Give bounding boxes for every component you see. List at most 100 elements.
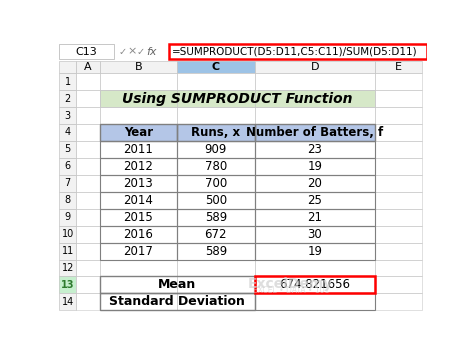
- Bar: [255, 226, 375, 243]
- Bar: [255, 124, 375, 141]
- Bar: [255, 175, 375, 192]
- Bar: [59, 61, 76, 73]
- Text: 13: 13: [61, 280, 74, 290]
- Bar: [100, 175, 177, 192]
- Bar: [375, 276, 422, 293]
- Bar: [255, 209, 375, 226]
- Bar: [375, 175, 422, 192]
- Bar: [255, 192, 375, 209]
- Bar: [255, 124, 375, 141]
- Bar: [177, 226, 255, 243]
- Bar: [255, 73, 375, 90]
- Bar: [59, 158, 76, 175]
- Bar: [100, 192, 177, 209]
- Bar: [375, 107, 422, 124]
- Bar: [375, 61, 422, 73]
- Bar: [375, 276, 422, 293]
- Bar: [100, 293, 255, 310]
- Bar: [375, 259, 422, 276]
- Text: B: B: [135, 62, 142, 72]
- Text: 14: 14: [62, 297, 74, 307]
- Bar: [100, 73, 177, 90]
- Bar: [100, 243, 177, 259]
- Bar: [100, 209, 177, 226]
- Bar: [76, 276, 100, 293]
- Bar: [59, 61, 76, 73]
- Bar: [177, 243, 255, 259]
- Bar: [100, 90, 375, 107]
- Text: C: C: [212, 62, 220, 72]
- Bar: [177, 175, 255, 192]
- Bar: [177, 192, 255, 209]
- Bar: [375, 209, 422, 226]
- Bar: [59, 259, 76, 276]
- Bar: [100, 209, 177, 226]
- Bar: [59, 107, 76, 124]
- Text: 2016: 2016: [123, 228, 153, 241]
- Bar: [177, 226, 255, 243]
- Bar: [375, 209, 422, 226]
- Bar: [255, 175, 375, 192]
- Text: 12: 12: [62, 263, 74, 273]
- Bar: [59, 293, 76, 310]
- Bar: [255, 73, 375, 90]
- Bar: [177, 73, 255, 90]
- Bar: [76, 90, 100, 107]
- Bar: [100, 192, 177, 209]
- Text: 2013: 2013: [123, 177, 153, 190]
- Bar: [177, 226, 255, 243]
- Bar: [100, 73, 177, 90]
- Text: 672: 672: [205, 228, 227, 241]
- Bar: [255, 293, 375, 310]
- Bar: [255, 293, 375, 310]
- Bar: [177, 141, 255, 158]
- Bar: [177, 243, 255, 259]
- Bar: [177, 61, 255, 73]
- Text: 3: 3: [65, 110, 71, 120]
- Bar: [100, 226, 177, 243]
- Text: Mean: Mean: [158, 279, 196, 292]
- Bar: [100, 141, 177, 158]
- Bar: [76, 73, 100, 90]
- Bar: [375, 73, 422, 90]
- Bar: [177, 259, 255, 276]
- Text: 2011: 2011: [123, 143, 153, 156]
- Bar: [177, 73, 255, 90]
- Bar: [59, 226, 76, 243]
- Bar: [177, 209, 255, 226]
- Bar: [255, 243, 375, 259]
- Bar: [100, 293, 255, 310]
- Bar: [255, 141, 375, 158]
- Bar: [76, 158, 100, 175]
- Bar: [177, 124, 255, 141]
- Bar: [100, 124, 177, 141]
- Text: 780: 780: [205, 160, 227, 173]
- Bar: [100, 276, 177, 293]
- Bar: [59, 124, 76, 141]
- Bar: [255, 192, 375, 209]
- Bar: [59, 44, 113, 59]
- Bar: [177, 276, 255, 293]
- Bar: [375, 243, 422, 259]
- Bar: [255, 141, 375, 158]
- Bar: [100, 209, 177, 226]
- Bar: [255, 293, 375, 310]
- Bar: [100, 61, 177, 73]
- Bar: [255, 158, 375, 175]
- Bar: [255, 61, 375, 73]
- Bar: [177, 192, 255, 209]
- Bar: [375, 90, 422, 107]
- Text: 30: 30: [308, 228, 322, 241]
- Bar: [100, 243, 177, 259]
- Bar: [375, 243, 422, 259]
- Text: 2014: 2014: [123, 194, 153, 207]
- Bar: [177, 158, 255, 175]
- Bar: [255, 276, 375, 293]
- Bar: [177, 175, 255, 192]
- Bar: [59, 209, 76, 226]
- Bar: [76, 158, 100, 175]
- Bar: [255, 141, 375, 158]
- Bar: [59, 209, 76, 226]
- Bar: [100, 276, 255, 293]
- Text: fx: fx: [146, 47, 156, 56]
